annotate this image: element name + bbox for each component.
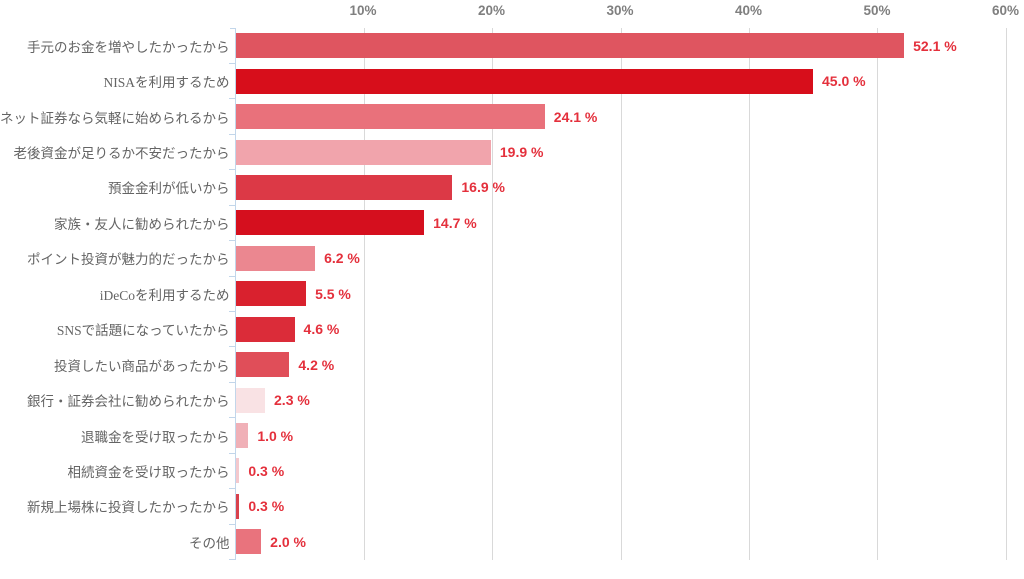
- bar: [235, 104, 545, 130]
- category-label: ネット証券なら気軽に始められるから: [0, 110, 230, 126]
- value-label: 14.7 %: [433, 214, 477, 231]
- category-label: 新規上場株に投資したかったから: [27, 500, 230, 516]
- category-label: NISAを利用するため: [103, 75, 230, 91]
- bar: [235, 423, 249, 449]
- plot-area: 52.1 % 45.0 % 24.1 % 19.9 % 16.9 % 14.7 …: [228, 27, 1007, 561]
- value-label: 0.3 %: [248, 498, 285, 515]
- plot-column: 10% 20% 30% 40% 50% 60% 52.1 % 45.0 % 24.1 % …: [228, 0, 1019, 561]
- gridline: [620, 28, 622, 560]
- value-label: 52.1 %: [913, 37, 957, 54]
- value-label: 4.2 %: [298, 356, 335, 373]
- category-axis: 手元のお金を増やしたかったから NISAを利用するためネット証券なら気軽に始められ…: [0, 0, 235, 560]
- bar-row: 14.7 %: [228, 205, 1006, 242]
- bar: [235, 458, 240, 484]
- category-label: 退職金を受け取ったから: [81, 429, 230, 445]
- bar-row: 24.1 %: [228, 99, 1006, 136]
- bar: [235, 210, 425, 236]
- bar-row: 19.9 %: [228, 134, 1006, 171]
- x-axis-tick-label: 20%: [477, 3, 505, 18]
- x-axis-tick-label: 50%: [863, 3, 891, 18]
- bar: [235, 281, 307, 307]
- bar: [235, 139, 491, 165]
- bar: [235, 68, 813, 94]
- value-label: 2.0 %: [270, 533, 306, 550]
- bar-row: 4.2 %: [228, 347, 1006, 384]
- bar: [235, 33, 905, 59]
- value-label: 16.9 %: [461, 179, 505, 196]
- bar-row: 45.0 %: [228, 63, 1006, 100]
- bar-row: 4.6 %: [228, 312, 1006, 348]
- bar: [235, 174, 453, 200]
- value-label: 1.0 %: [257, 427, 294, 444]
- bar-row: 52.1 %: [228, 28, 1006, 65]
- value-label: 19.9 %: [499, 144, 544, 161]
- bar-row: 5.5 %: [228, 276, 1006, 313]
- gridline: [877, 28, 879, 560]
- bar-row: 16.9 %: [228, 170, 1006, 207]
- value-label: 4.6 %: [303, 321, 340, 338]
- category-label: iDeCoを利用するため: [99, 287, 230, 303]
- value-label: 45.0 %: [822, 73, 866, 90]
- category-label: 手元のお金を増やしたかったから: [27, 39, 230, 55]
- bar: [235, 316, 295, 342]
- bar: [235, 529, 262, 555]
- bar-row: 2.3 %: [228, 382, 1006, 419]
- value-label: 5.5 %: [315, 285, 351, 302]
- category-label: 投資したい商品があったから: [54, 358, 230, 374]
- x-axis-tick-label: 10%: [349, 3, 377, 18]
- x-axis: 10% 20% 30% 40% 50% 60%: [235, 0, 1019, 28]
- gridline: [748, 28, 750, 560]
- x-axis-tick-label: 60%: [991, 3, 1020, 18]
- gridline: [1005, 28, 1007, 560]
- bar-row: 1.0 %: [228, 418, 1006, 455]
- bar: [235, 493, 240, 519]
- category-label: 家族・友人に勧められたから: [54, 216, 230, 232]
- bar-row: 6.2 %: [228, 241, 1006, 278]
- bar-row: 0.3 %: [228, 489, 1006, 526]
- value-label: 6.2 %: [324, 250, 360, 267]
- category-label: ポイント投資が魅力的だったから: [27, 252, 230, 268]
- category-label: その他: [189, 535, 230, 551]
- bar-row: 2.0 %: [228, 524, 1006, 561]
- gridline: [492, 28, 494, 560]
- bar-row: 0.3 %: [228, 453, 1006, 490]
- category-label: SNSで話題になっていたから: [56, 323, 230, 339]
- gridline: [363, 28, 365, 560]
- value-label: 24.1 %: [553, 108, 598, 125]
- x-axis-tick-label: 40%: [734, 3, 762, 18]
- x-axis-tick-label: 30%: [606, 3, 634, 18]
- chart-body: 手元のお金を増やしたかったから NISAを利用するためネット証券なら気軽に始められ…: [0, 0, 1019, 561]
- category-label: 預金金利が低いから: [108, 181, 230, 197]
- value-label: 0.3 %: [248, 462, 285, 479]
- value-label: 2.3 %: [274, 392, 310, 409]
- category-label: 相続資金を受け取ったから: [67, 464, 230, 480]
- bar: [235, 352, 290, 378]
- category-label: 銀行・証券会社に勧められたから: [27, 394, 230, 410]
- bar: [235, 387, 266, 413]
- bar: [235, 245, 316, 271]
- category-label: 老後資金が足りるか不安だったから: [13, 146, 230, 162]
